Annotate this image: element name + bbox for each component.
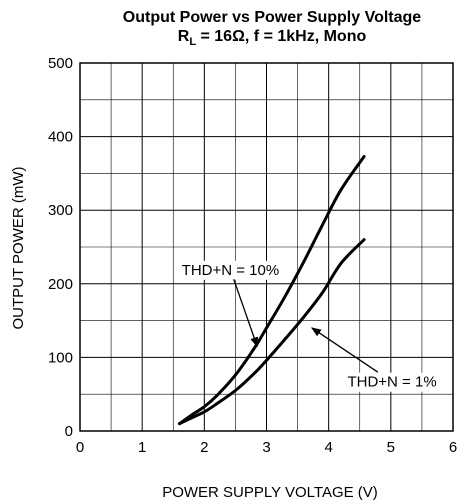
subtitle-r-subscript: L: [189, 36, 196, 48]
x-tick-label: 4: [324, 439, 332, 456]
x-tick-label: 5: [387, 439, 395, 456]
annotation-thd-10: THD+N = 10%: [178, 260, 283, 348]
y-tick-label: 500: [48, 55, 73, 72]
y-tick-label: 300: [48, 202, 73, 219]
y-axis-label: OUTPUT POWER (mW): [10, 166, 27, 329]
plot-frame: [79, 62, 454, 432]
subtitle-conditions: = 16Ω, f = 1kHz, Mono: [196, 28, 366, 45]
y-tick-label: 100: [48, 349, 73, 366]
annotation-arrow: [311, 327, 379, 373]
chart-subtitle: RL = 16Ω, f = 1kHz, Mono: [178, 28, 367, 48]
y-tick-label: 0: [65, 423, 73, 440]
chart-title: Output Power vs Power Supply Voltage: [123, 9, 422, 26]
x-tick-label: 6: [449, 439, 457, 456]
subtitle-r-symbol: R: [178, 28, 190, 45]
annotation-label-background: [178, 260, 283, 280]
series-thd-10-line: [177, 154, 366, 426]
y-tick-label: 200: [48, 276, 73, 293]
series-thd-1-line: [177, 238, 366, 426]
annotation-label: THD+N = 1%: [347, 374, 436, 391]
x-tick-label: 2: [200, 439, 208, 456]
annotation-arrow: [233, 279, 258, 348]
annotations: THD+N = 10% THD+N = 1%: [178, 260, 440, 392]
annotation-label-background: [344, 372, 440, 392]
grid: [79, 62, 454, 432]
x-tick-label: 1: [138, 439, 146, 456]
x-tick-label: 0: [76, 439, 84, 456]
x-tick-label: 3: [262, 439, 270, 456]
x-axis-label: POWER SUPPLY VOLTAGE (V): [162, 484, 378, 501]
y-tick-label: 400: [48, 129, 73, 146]
series-lines: [177, 154, 366, 426]
annotation-thd-1: THD+N = 1%: [311, 327, 440, 392]
annotation-label: THD+N = 10%: [182, 262, 280, 279]
tick-labels: 0 1 2 3 4 5 6 0 100 200 300 400 500: [48, 55, 457, 456]
